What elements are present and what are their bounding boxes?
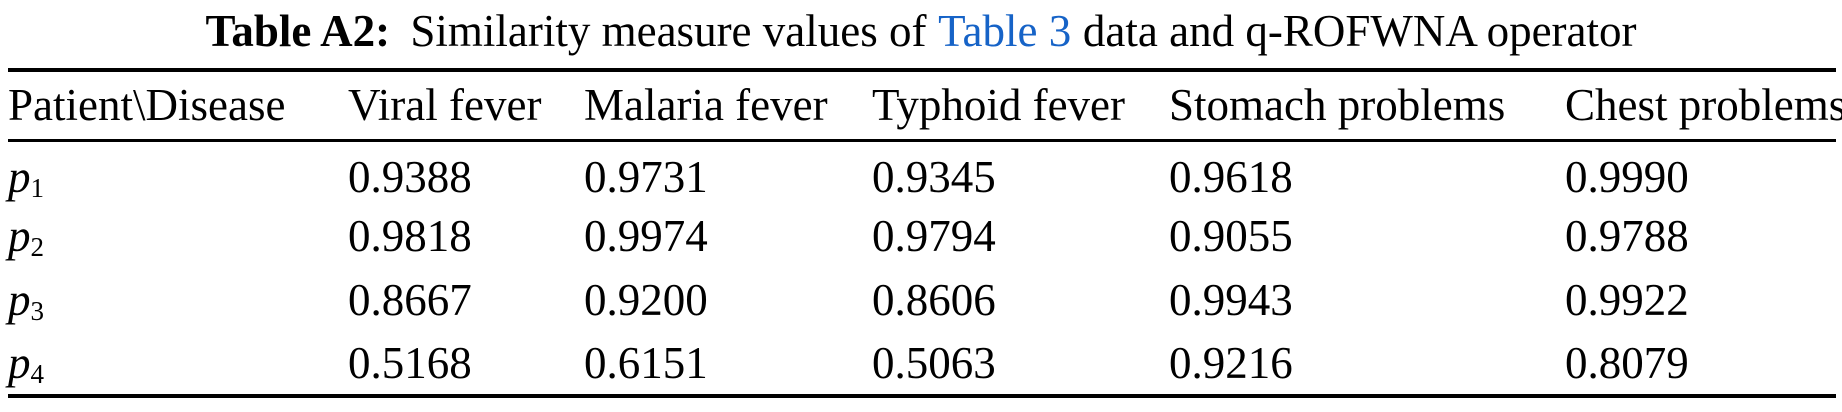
table-row-p3: p3 0.8667 0.9200 0.8606 0.9943 0.9922 xyxy=(8,268,1836,332)
cell-value: 0.8667 xyxy=(348,275,472,325)
table-3-link[interactable]: Table 3 xyxy=(938,6,1072,56)
patient-subscript: 2 xyxy=(30,231,45,262)
table-row-p2: p2 0.9818 0.9974 0.9794 0.9055 0.9788 xyxy=(8,204,1836,268)
column-header-malaria-fever: Malaria fever xyxy=(584,80,828,131)
patient-symbol: p xyxy=(8,338,31,388)
cell-value: 0.5168 xyxy=(348,338,472,388)
table-row-p1: p1 0.9388 0.9731 0.9345 0.9618 0.9990 xyxy=(8,140,1836,204)
cell-value: 0.9345 xyxy=(872,151,996,202)
column-header-patient-disease: Patient\Disease xyxy=(8,80,286,131)
column-header-chest-problems: Chest problems xyxy=(1565,80,1842,131)
cell-value: 0.9974 xyxy=(584,211,708,261)
caption-label: Table A2: xyxy=(205,6,391,56)
caption-text-after: data and q-ROFWNA operator xyxy=(1082,6,1637,56)
cell-value: 0.9200 xyxy=(584,275,708,325)
cell-value: 0.8606 xyxy=(872,275,996,325)
cell-value: 0.9943 xyxy=(1169,275,1293,325)
cell-value: 0.9922 xyxy=(1565,275,1689,325)
patient-symbol: p xyxy=(8,275,31,325)
column-header-viral-fever: Viral fever xyxy=(348,80,542,131)
cell-value: 0.9618 xyxy=(1169,151,1293,202)
patient-label: p2 xyxy=(8,204,348,268)
cell-value: 0.8079 xyxy=(1565,338,1689,388)
header-row: Patient\Disease Viral fever Malaria feve… xyxy=(8,70,1842,140)
column-header-typhoid-fever: Typhoid fever xyxy=(872,80,1126,131)
patient-label: p3 xyxy=(8,268,348,332)
caption-text-before: Similarity measure values of xyxy=(410,6,927,56)
cell-value: 0.9818 xyxy=(348,211,472,261)
cell-value: 0.9788 xyxy=(1565,211,1689,261)
cell-value: 0.9055 xyxy=(1169,211,1293,261)
patient-subscript: 3 xyxy=(30,295,45,326)
cell-value: 0.9990 xyxy=(1565,151,1689,202)
table-row-p4: p4 0.5168 0.6151 0.5063 0.9216 0.8079 xyxy=(8,332,1836,396)
patient-subscript: 1 xyxy=(30,172,45,203)
patient-subscript: 4 xyxy=(30,358,45,389)
cell-value: 0.9388 xyxy=(348,151,472,202)
patient-label: p4 xyxy=(8,332,348,396)
patient-label: p1 xyxy=(8,140,348,204)
cell-value: 0.5063 xyxy=(872,338,996,388)
patient-symbol: p xyxy=(8,211,31,261)
cell-value: 0.6151 xyxy=(584,338,708,388)
similarity-table: Patient\Disease Viral fever Malaria feve… xyxy=(8,68,1842,398)
column-header-stomach-problems: Stomach problems xyxy=(1169,80,1506,131)
patient-symbol: p xyxy=(8,151,31,202)
cell-value: 0.9794 xyxy=(872,211,996,261)
cell-value: 0.9731 xyxy=(584,151,708,202)
cell-value: 0.9216 xyxy=(1169,338,1293,388)
table-caption: Table A2: Similarity measure values of Tab… xyxy=(0,0,1842,58)
